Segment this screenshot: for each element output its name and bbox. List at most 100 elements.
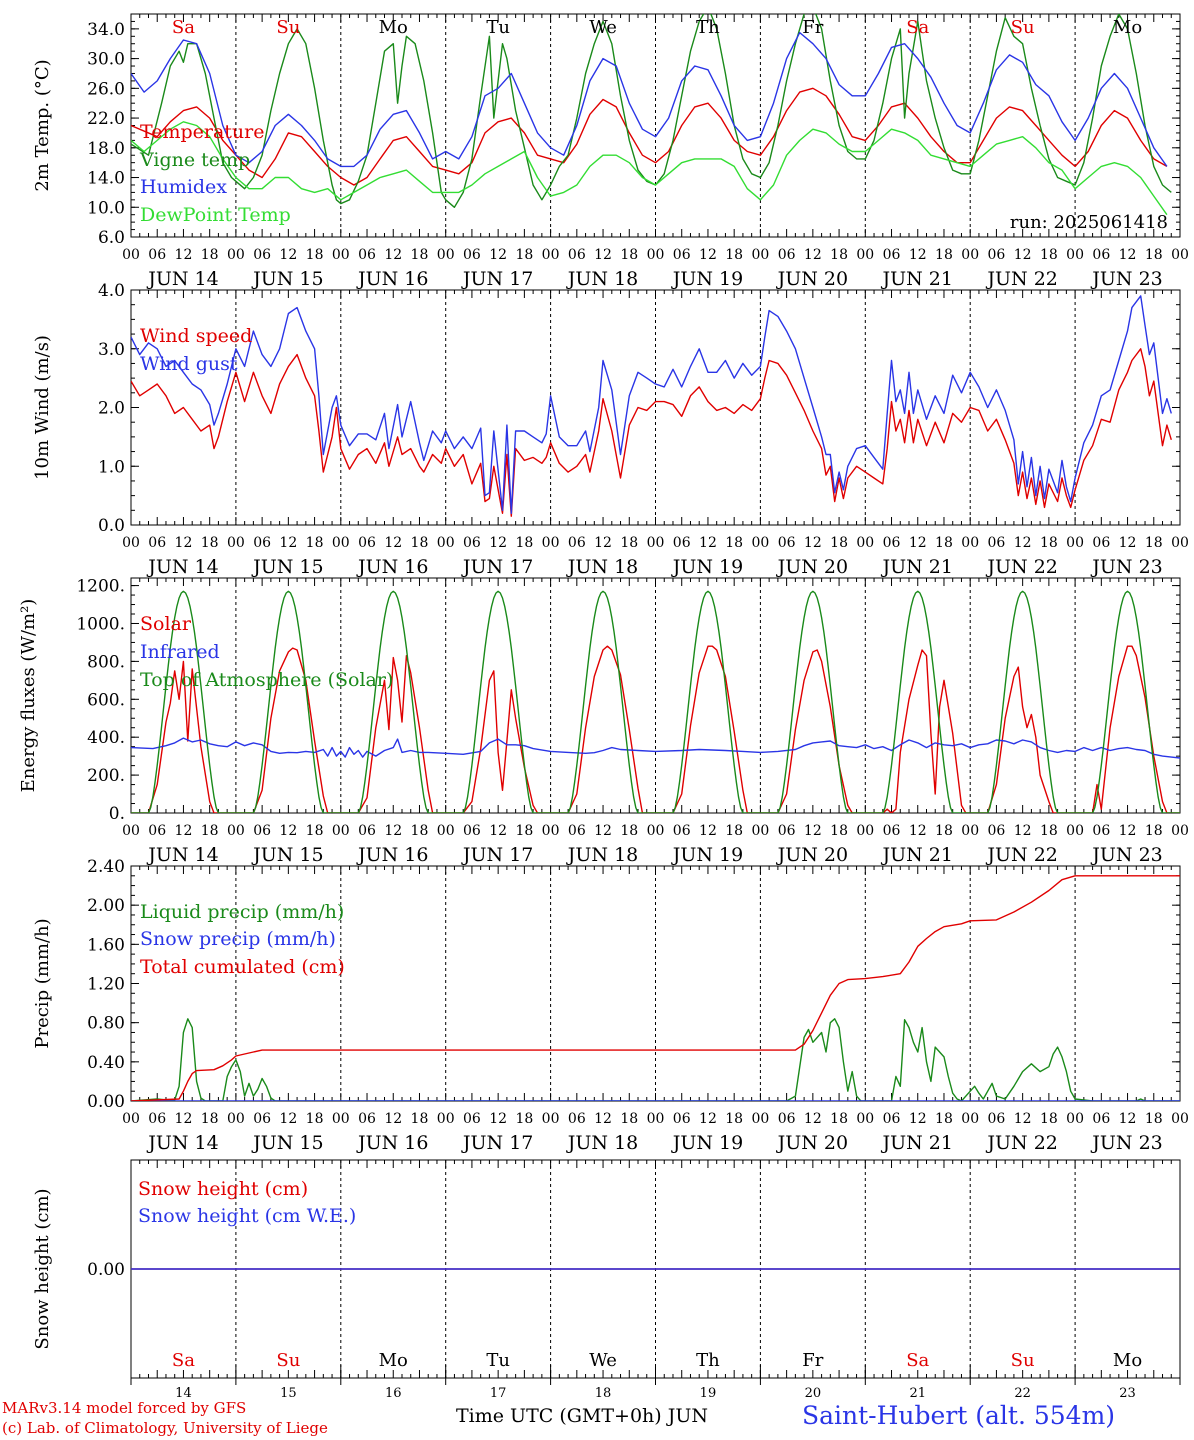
hour-tick-label: 18: [620, 535, 638, 551]
hour-tick-label: 12: [1014, 535, 1032, 551]
y-tick-label: 600.: [87, 690, 125, 710]
day-label: JUN 19: [671, 556, 743, 578]
series-group-temp: [131, 14, 1172, 216]
hour-tick-label: 00: [542, 823, 560, 839]
hour-tick-label: 12: [1119, 823, 1137, 839]
hour-tick-label: 06: [883, 823, 901, 839]
weekday-label: Su: [1011, 17, 1035, 38]
series-group-wind: [131, 295, 1172, 517]
day-label: JUN 20: [776, 268, 848, 290]
hour-tick-label: 12: [594, 535, 612, 551]
day-label: JUN 16: [356, 1132, 428, 1154]
hour-tick-label: 12: [279, 247, 297, 263]
hour-tick-label: 12: [489, 1111, 507, 1127]
hour-tick-label: 06: [463, 247, 481, 263]
series-line-top-of-atmosphere-solar-: [131, 590, 1180, 813]
weekday-label: Th: [696, 17, 720, 38]
hour-tick-label: 12: [594, 823, 612, 839]
y-tick-label: 3.0: [98, 340, 125, 360]
y-tick-label: 34.0: [87, 20, 125, 40]
hour-tick-label: 06: [1092, 247, 1110, 263]
day-label: JUN 19: [671, 844, 743, 866]
hour-tick-label: 00: [332, 823, 350, 839]
y-tick-label: 0.00: [87, 1260, 125, 1280]
legend-entry: Snow precip (mm/h): [140, 928, 336, 950]
y-tick-label: 0.80: [87, 1014, 125, 1034]
hour-tick-label: 18: [1145, 1111, 1163, 1127]
weekday-label: Fr: [802, 1350, 823, 1371]
hour-tick-label: 06: [988, 1111, 1006, 1127]
hour-tick-label: 18: [830, 535, 848, 551]
day-label: JUN 15: [251, 268, 323, 290]
hour-tick-label: 06: [673, 1111, 691, 1127]
hour-tick-label: 06: [358, 823, 376, 839]
hour-tick-label: 18: [411, 535, 429, 551]
hour-tick-label: 06: [883, 535, 901, 551]
hour-tick-label: 00: [332, 247, 350, 263]
day-number-label: 21: [909, 1386, 926, 1401]
hour-tick-label: 06: [568, 535, 586, 551]
hour-tick-label: 06: [883, 247, 901, 263]
hour-tick-label: 06: [778, 1111, 796, 1127]
hour-tick-label: 06: [358, 1111, 376, 1127]
legend-entry: Top of Atmosphere (Solar): [140, 669, 393, 691]
hour-tick-label: 00: [856, 535, 874, 551]
hour-tick-label: 18: [1040, 1111, 1058, 1127]
day-label: JUN 21: [881, 268, 953, 290]
hour-tick-label: 06: [1092, 823, 1110, 839]
hour-tick-label: 00: [751, 247, 769, 263]
day-label: JUN 20: [776, 844, 848, 866]
y-tick-label: 2.0: [98, 399, 125, 419]
y-tick-label: 4.0: [98, 281, 125, 301]
hour-tick-label: 06: [778, 247, 796, 263]
hour-tick-label: 18: [306, 1111, 324, 1127]
hour-tick-label: 12: [384, 823, 402, 839]
hour-tick-label: 18: [1145, 823, 1163, 839]
day-label: JUN 15: [251, 844, 323, 866]
y-tick-label: 1000.: [76, 614, 125, 634]
hour-tick-label: 12: [909, 247, 927, 263]
hour-tick-label: 00: [122, 535, 140, 551]
day-label: JUN 15: [251, 556, 323, 578]
hour-tick-label: 18: [411, 1111, 429, 1127]
day-label: JUN 17: [461, 1132, 533, 1154]
hour-tick-label: 06: [253, 535, 271, 551]
hour-tick-label: 18: [830, 1111, 848, 1127]
legend-entry: Wind speed: [140, 325, 252, 347]
legend-entry: Temperature: [140, 121, 264, 143]
day-label: JUN 14: [146, 844, 218, 866]
hour-tick-label: 18: [725, 535, 743, 551]
hour-tick-label: 12: [699, 823, 717, 839]
hour-tick-label: 06: [988, 247, 1006, 263]
series-line-wind-gust: [131, 295, 1172, 514]
hour-tick-label: 00: [751, 1111, 769, 1127]
hour-tick-label: 18: [201, 247, 219, 263]
day-label: JUN 17: [461, 844, 533, 866]
hour-tick-label: 18: [411, 823, 429, 839]
hour-tick-label: 00: [1066, 823, 1084, 839]
hour-tick-label: 00: [437, 823, 455, 839]
day-label: JUN 14: [146, 268, 218, 290]
hour-tick-label: 00: [227, 535, 245, 551]
hour-tick-label: 18: [1145, 535, 1163, 551]
hour-tick-label: 18: [725, 823, 743, 839]
y-tick-label: 0.0: [98, 516, 125, 536]
day-number-label: 16: [385, 1386, 402, 1401]
hour-tick-label: 06: [148, 1111, 166, 1127]
hour-tick-label: 18: [935, 247, 953, 263]
day-number-label: 18: [595, 1386, 612, 1401]
time-axis-title: Time UTC (GMT+0h) JUN: [456, 1405, 708, 1427]
legend-entry: Wind gust: [140, 353, 238, 375]
series-line-total-cumulated-cm-: [131, 875, 1180, 1101]
hour-tick-label: 00: [332, 1111, 350, 1127]
hour-tick-label: 06: [568, 1111, 586, 1127]
hour-tick-label: 00: [122, 247, 140, 263]
hour-tick-label: 06: [673, 247, 691, 263]
y-tick-label: 0.: [109, 804, 125, 824]
series-line-temperature: [131, 87, 1168, 186]
hour-tick-label: 06: [253, 1111, 271, 1127]
hour-tick-label: 00: [227, 1111, 245, 1127]
run-annotation: run: 2025061418: [1010, 212, 1168, 233]
hour-tick-label: 12: [279, 535, 297, 551]
hour-tick-label: 00: [856, 1111, 874, 1127]
